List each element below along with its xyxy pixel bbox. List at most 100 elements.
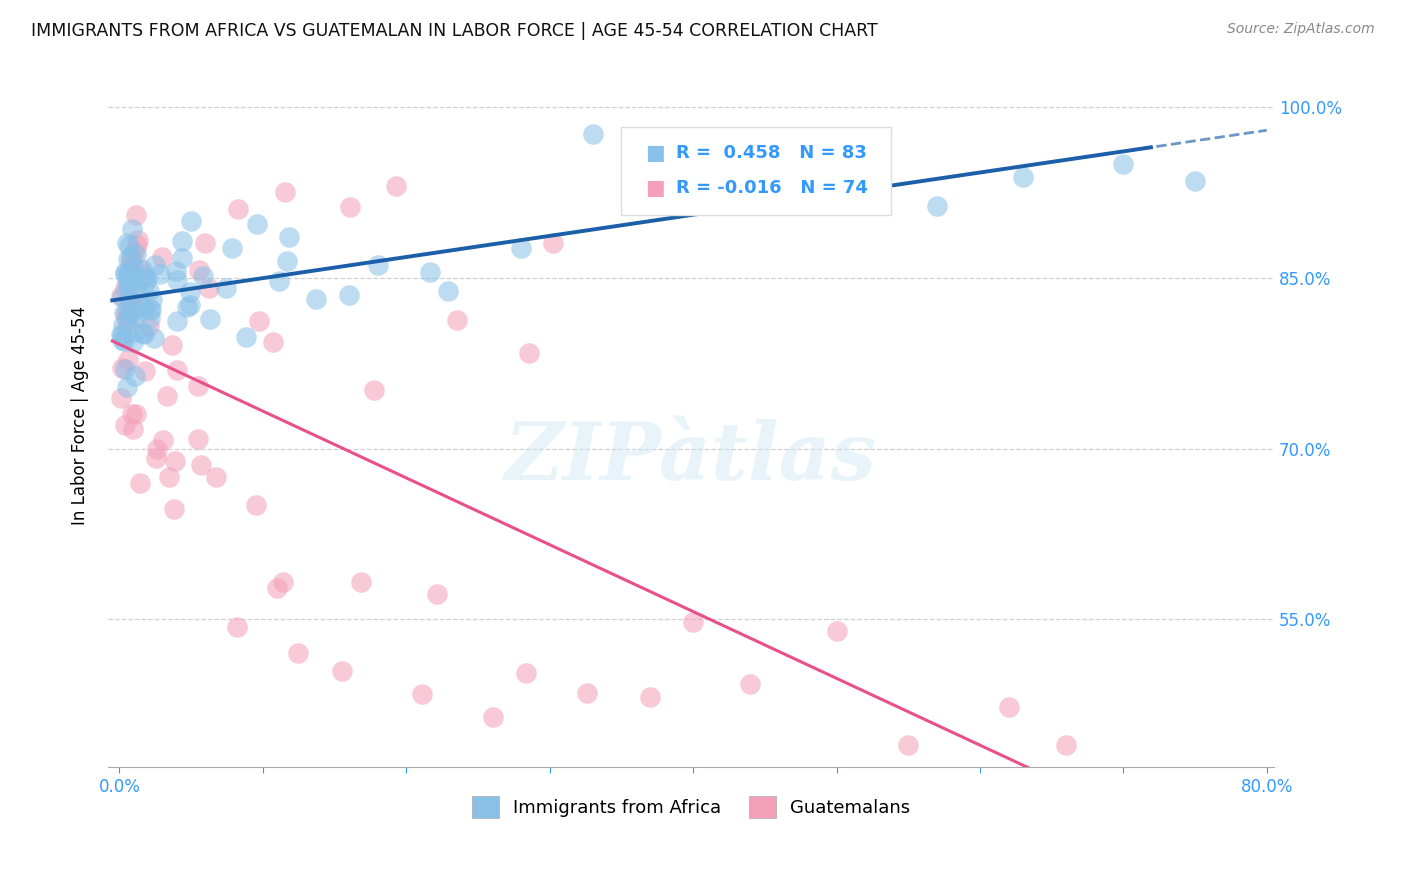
Point (446, 313, 468, 327)
Y-axis label: In Labor Force | Age 45-54: In Labor Force | Age 45-54 (72, 306, 89, 525)
Point (166, 363, 188, 377)
Point (115, 276, 138, 290)
Point (339, 200, 361, 214)
Point (124, 368, 146, 383)
Point (337, 288, 360, 302)
Point (997, 700, 1019, 714)
Point (110, 289, 132, 303)
Point (187, 379, 209, 393)
Point (180, 213, 202, 227)
Point (122, 300, 145, 314)
Point (163, 454, 186, 468)
Point (277, 230, 299, 244)
Point (179, 285, 201, 299)
Point (152, 433, 174, 447)
Point (122, 268, 145, 282)
Point (267, 274, 290, 288)
Point (125, 407, 148, 421)
Point (131, 326, 153, 340)
Point (132, 297, 155, 311)
Point (411, 687, 433, 701)
Point (575, 686, 598, 700)
Point (122, 422, 145, 436)
Point (125, 208, 148, 222)
Point (134, 327, 156, 342)
Text: Source: ZipAtlas.com: Source: ZipAtlas.com (1227, 22, 1375, 37)
Point (150, 250, 173, 264)
Point (114, 311, 136, 326)
Point (120, 281, 142, 295)
Point (131, 262, 153, 277)
Point (437, 284, 460, 298)
Point (111, 328, 134, 343)
Point (125, 238, 148, 252)
Point (134, 363, 156, 377)
Point (118, 292, 141, 306)
Point (111, 290, 134, 304)
Point (127, 233, 149, 247)
Point (115, 310, 138, 325)
Point (124, 245, 146, 260)
Point (124, 285, 146, 299)
Point (245, 499, 267, 513)
Point (118, 272, 141, 286)
Point (138, 284, 160, 298)
Point (118, 313, 141, 327)
Point (115, 320, 138, 334)
Text: ZIPàtlas: ZIPàtlas (505, 419, 877, 497)
Point (170, 234, 193, 248)
Point (193, 268, 215, 283)
Point (205, 470, 228, 484)
Point (124, 325, 146, 339)
Point (160, 338, 183, 352)
Point (165, 264, 187, 278)
Point (166, 273, 188, 287)
Point (215, 281, 238, 295)
Legend: Immigrants from Africa, Guatemalans: Immigrants from Africa, Guatemalans (464, 789, 917, 825)
Point (638, 690, 661, 705)
Point (1054, 738, 1077, 752)
Text: IMMIGRANTS FROM AFRICA VS GUATEMALAN IN LABOR FORCE | AGE 45-54 CORRELATION CHAR: IMMIGRANTS FROM AFRICA VS GUATEMALAN IN … (31, 22, 877, 40)
Point (111, 361, 134, 376)
Point (139, 302, 162, 317)
Point (221, 241, 243, 255)
Text: ■: ■ (645, 178, 665, 198)
Point (134, 268, 156, 283)
Point (136, 272, 159, 286)
Point (176, 300, 198, 314)
Point (114, 267, 136, 281)
Point (118, 239, 141, 253)
Point (482, 710, 505, 724)
Point (262, 335, 284, 350)
Point (128, 475, 150, 490)
Point (125, 310, 148, 324)
Point (118, 306, 141, 320)
Text: R =  0.458   N = 83: R = 0.458 N = 83 (676, 145, 866, 162)
Point (517, 345, 540, 359)
Point (117, 279, 139, 293)
Point (115, 380, 138, 394)
Point (247, 314, 270, 328)
Point (198, 312, 221, 326)
Point (541, 236, 564, 251)
Point (114, 362, 136, 376)
Point (122, 303, 145, 318)
Point (114, 265, 136, 279)
Point (797, 149, 820, 163)
Point (132, 301, 155, 316)
Text: ■: ■ (645, 144, 665, 163)
Point (1112, 157, 1135, 171)
Point (121, 305, 143, 319)
Point (740, 677, 762, 691)
Point (117, 301, 139, 315)
Point (121, 293, 143, 307)
Point (1012, 170, 1035, 185)
Point (225, 620, 247, 634)
Point (582, 127, 605, 141)
Point (515, 665, 537, 680)
Point (121, 408, 143, 422)
Point (1184, 174, 1206, 188)
Point (138, 318, 160, 333)
Point (149, 267, 172, 281)
Point (384, 179, 406, 194)
